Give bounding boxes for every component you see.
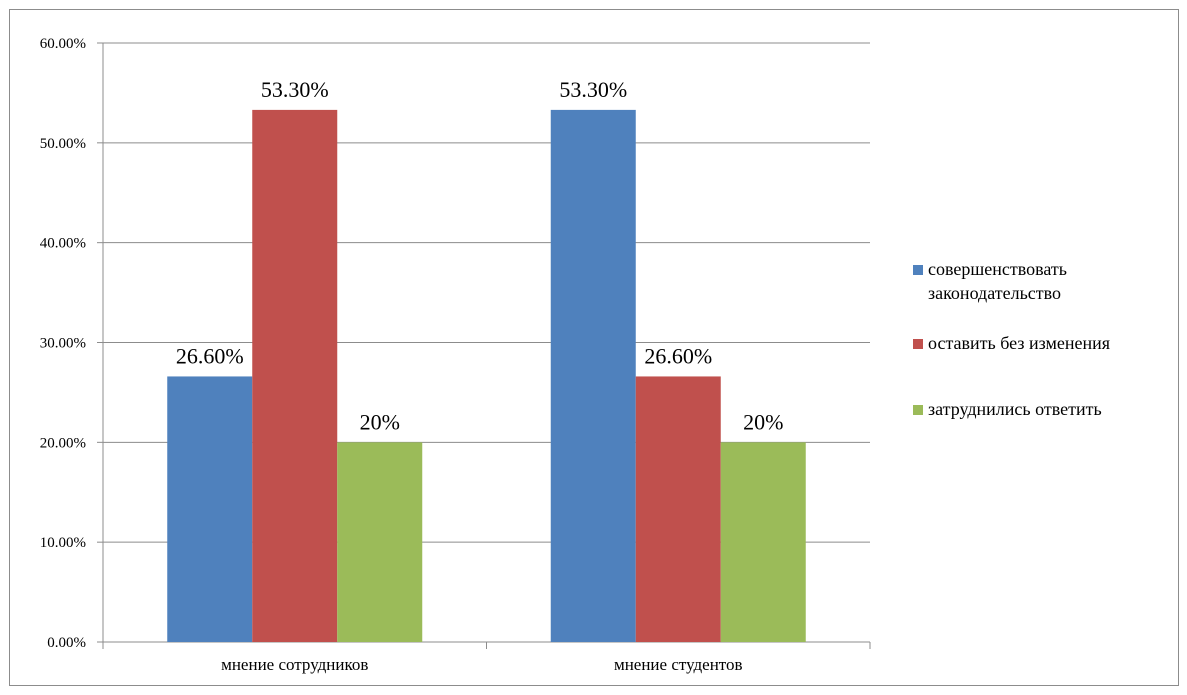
data-label: 20% bbox=[743, 409, 783, 434]
legend-label: оставить без изменения bbox=[928, 333, 1110, 353]
data-label: 26.60% bbox=[176, 343, 244, 368]
bar bbox=[252, 109, 338, 643]
y-tick-label: 20.00% bbox=[40, 435, 86, 451]
y-tick-label: 0.00% bbox=[47, 635, 86, 651]
data-label: 26.60% bbox=[644, 343, 712, 368]
bar bbox=[720, 442, 806, 642]
x-category-label: мнение студентов bbox=[614, 655, 743, 674]
legend-label: затруднились ответить bbox=[928, 399, 1102, 419]
data-label: 53.30% bbox=[559, 77, 627, 102]
legend-label: совершенствовать bbox=[928, 259, 1067, 279]
data-label: 53.30% bbox=[261, 77, 329, 102]
legend-swatch bbox=[913, 339, 923, 349]
bar bbox=[337, 442, 423, 642]
y-tick-label: 10.00% bbox=[40, 535, 86, 551]
y-tick-label: 60.00% bbox=[40, 36, 86, 52]
legend-swatch bbox=[913, 405, 923, 415]
y-tick-label: 30.00% bbox=[40, 336, 86, 352]
data-label: 20% bbox=[360, 409, 400, 434]
bar bbox=[167, 376, 253, 642]
y-tick-label: 40.00% bbox=[40, 236, 86, 252]
y-tick-label: 50.00% bbox=[40, 136, 86, 152]
legend-swatch bbox=[913, 265, 923, 275]
legend-label: законодательство bbox=[928, 283, 1061, 303]
x-category-label: мнение сотрудников bbox=[221, 655, 368, 674]
bar bbox=[550, 109, 636, 643]
bar bbox=[635, 376, 721, 642]
